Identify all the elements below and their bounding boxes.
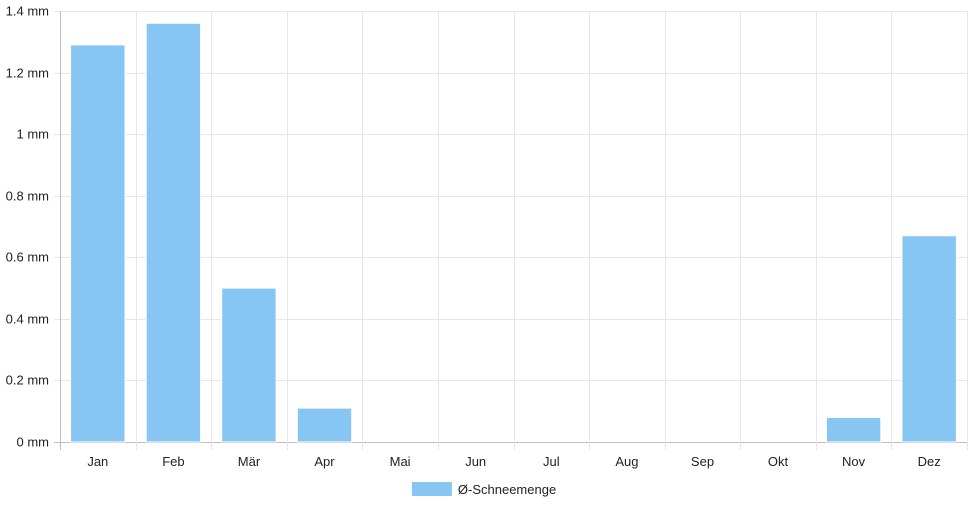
bar-Dez[interactable] — [901, 235, 957, 443]
x-tick-label: Nov — [842, 454, 866, 469]
grid-lines — [54, 11, 968, 450]
y-tick-label: 1.2 mm — [6, 66, 49, 81]
bar-Jan[interactable] — [70, 44, 126, 443]
x-tick-label: Jun — [465, 454, 486, 469]
x-tick-label: Sep — [691, 454, 714, 469]
y-tick-label: 0.6 mm — [6, 250, 49, 265]
y-tick-label: 0 mm — [17, 435, 50, 450]
bar-Feb[interactable] — [145, 22, 202, 443]
x-tick-label: Apr — [314, 454, 335, 469]
axes: 0 mm 0.2 mm 0.4 mm 0.6 mm 0.8 mm 1 mm 1.2 mm 1.… — [6, 4, 941, 470]
x-tick-label: Jan — [87, 454, 108, 469]
bar-Mär[interactable] — [221, 287, 277, 443]
legend-swatch[interactable] — [411, 482, 452, 496]
x-tick-label: Dez — [918, 454, 941, 469]
x-tick-label: Mär — [238, 454, 261, 469]
y-tick-label: 0.2 mm — [6, 373, 49, 388]
x-tick-label: Jul — [543, 454, 560, 469]
x-tick-label: Okt — [768, 454, 789, 469]
y-tick-label: 1 mm — [17, 127, 50, 142]
y-tick-label: 0.8 mm — [6, 189, 49, 204]
y-tick-label: 0.4 mm — [6, 312, 49, 327]
y-tick-label: 1.4 mm — [6, 4, 49, 19]
bar-Apr[interactable] — [296, 407, 353, 443]
legend[interactable]: Ø-Schneemenge — [411, 482, 556, 497]
x-tick-label: Mai — [390, 454, 411, 469]
x-tick-label: Feb — [162, 454, 184, 469]
bar-Nov[interactable] — [825, 416, 882, 443]
bars — [70, 22, 957, 443]
x-tick-label: Aug — [615, 454, 638, 469]
legend-label: Ø-Schneemenge — [458, 482, 556, 497]
